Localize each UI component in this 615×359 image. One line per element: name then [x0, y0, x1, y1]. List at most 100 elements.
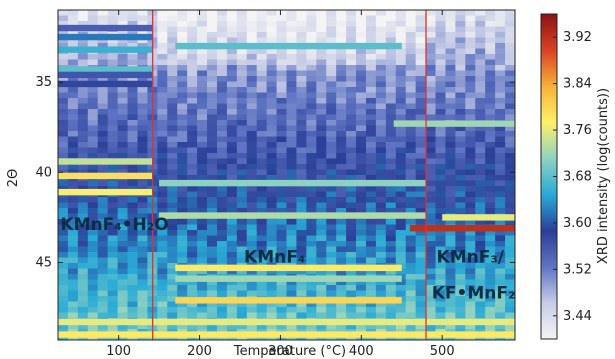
- heatmap-cell: [326, 268, 337, 275]
- heatmap-cell: [455, 70, 466, 77]
- heatmap-cell: [266, 219, 278, 226]
- heatmap-cell: [316, 21, 327, 28]
- heatmap-cell: [475, 296, 486, 303]
- heatmap-cell: [435, 285, 447, 292]
- heatmap-cell: [286, 125, 298, 132]
- heatmap-cell: [316, 268, 327, 275]
- heatmap-cell: [236, 76, 248, 83]
- heatmap-cell: [137, 169, 149, 176]
- heatmap-cell: [167, 98, 178, 105]
- heatmap-cell: [326, 186, 337, 193]
- peak-band: [159, 179, 427, 187]
- heatmap-cell: [256, 235, 268, 242]
- heatmap-cell: [167, 109, 178, 116]
- heatmap-cell: [107, 37, 119, 44]
- heatmap-cell: [505, 164, 515, 171]
- heatmap-cell: [485, 142, 496, 149]
- heatmap-cell: [256, 92, 268, 99]
- heatmap-cell: [167, 59, 178, 66]
- heatmap-cell: [495, 32, 506, 39]
- heatmap-cell: [465, 208, 476, 215]
- heatmap-cell: [97, 296, 109, 303]
- heatmap-cell: [67, 246, 79, 253]
- heatmap-cell: [356, 98, 367, 105]
- heatmap-cell: [286, 224, 298, 231]
- heatmap-cell: [356, 197, 367, 204]
- heatmap-cell: [415, 158, 427, 165]
- phase-label: KMnF₃/: [437, 247, 505, 267]
- heatmap-cell: [425, 296, 437, 303]
- heatmap-cell: [207, 219, 218, 226]
- heatmap-cell: [495, 246, 506, 253]
- heatmap-cell: [495, 65, 506, 72]
- heatmap-cell: [77, 235, 89, 242]
- heatmap-cell: [425, 114, 437, 121]
- heatmap-cell: [67, 87, 79, 94]
- heatmap-cell: [97, 153, 109, 160]
- heatmap-cell: [475, 208, 486, 215]
- heatmap-cell: [415, 153, 427, 160]
- heatmap-cell: [405, 246, 417, 253]
- heatmap-cell: [117, 54, 129, 61]
- heatmap-cell: [117, 114, 129, 121]
- heatmap-cell: [415, 92, 427, 99]
- heatmap-cell: [435, 98, 447, 105]
- heatmap-cell: [395, 186, 407, 193]
- heatmap-cell: [276, 202, 288, 209]
- heatmap-cell: [87, 164, 99, 171]
- heatmap-cell: [236, 92, 248, 99]
- heatmap-cell: [465, 186, 476, 193]
- heatmap-cell: [77, 268, 89, 275]
- heatmap-cell: [425, 59, 437, 66]
- heatmap-cell: [107, 21, 119, 28]
- heatmap-cell: [306, 285, 317, 292]
- heatmap-cell: [326, 312, 337, 319]
- heatmap-cell: [256, 224, 268, 231]
- heatmap-cell: [226, 241, 238, 248]
- heatmap-cell: [296, 175, 307, 182]
- heatmap-cell: [356, 142, 367, 149]
- heatmap-cell: [415, 301, 427, 308]
- heatmap-cell: [425, 10, 437, 17]
- heatmap-cell: [296, 142, 307, 149]
- heatmap-cell: [117, 241, 129, 248]
- heatmap-cell: [475, 136, 486, 143]
- heatmap-cell: [167, 142, 178, 149]
- heatmap-cell: [455, 252, 466, 259]
- heatmap-cell: [435, 191, 447, 198]
- heatmap-cell: [336, 169, 347, 176]
- heatmap-cell: [296, 312, 307, 319]
- heatmap-cell: [445, 114, 456, 121]
- heatmap-cell: [157, 136, 168, 143]
- heatmap-cell: [107, 290, 119, 297]
- heatmap-cell: [276, 81, 288, 88]
- heatmap-cell: [256, 147, 268, 154]
- heatmap-cell: [207, 208, 218, 215]
- heatmap-cell: [505, 274, 515, 281]
- heatmap-cell: [385, 98, 397, 105]
- heatmap-cell: [455, 191, 466, 198]
- heatmap-cell: [137, 147, 149, 154]
- heatmap-cell: [435, 136, 447, 143]
- heatmap-cell: [67, 147, 79, 154]
- heatmap-cell: [137, 208, 149, 215]
- heatmap-cell: [505, 230, 515, 237]
- heatmap-cell: [296, 32, 307, 39]
- heatmap-cell: [306, 323, 317, 330]
- heatmap-cell: [216, 241, 228, 248]
- heatmap-cell: [167, 103, 178, 110]
- heatmap-cell: [375, 241, 387, 248]
- heatmap-cell: [107, 164, 119, 171]
- heatmap-cell: [58, 285, 69, 292]
- heatmap-cell: [97, 290, 109, 297]
- heatmap-cell: [77, 76, 89, 83]
- heatmap-cell: [256, 285, 268, 292]
- heatmap-cell: [167, 274, 178, 281]
- heatmap-cell: [375, 230, 387, 237]
- heatmap-cell: [495, 10, 506, 17]
- heatmap-cell: [286, 98, 298, 105]
- heatmap-cell: [216, 186, 228, 193]
- heatmap-cell: [226, 26, 238, 33]
- heatmap-cell: [276, 279, 288, 286]
- heatmap-cell: [326, 92, 337, 99]
